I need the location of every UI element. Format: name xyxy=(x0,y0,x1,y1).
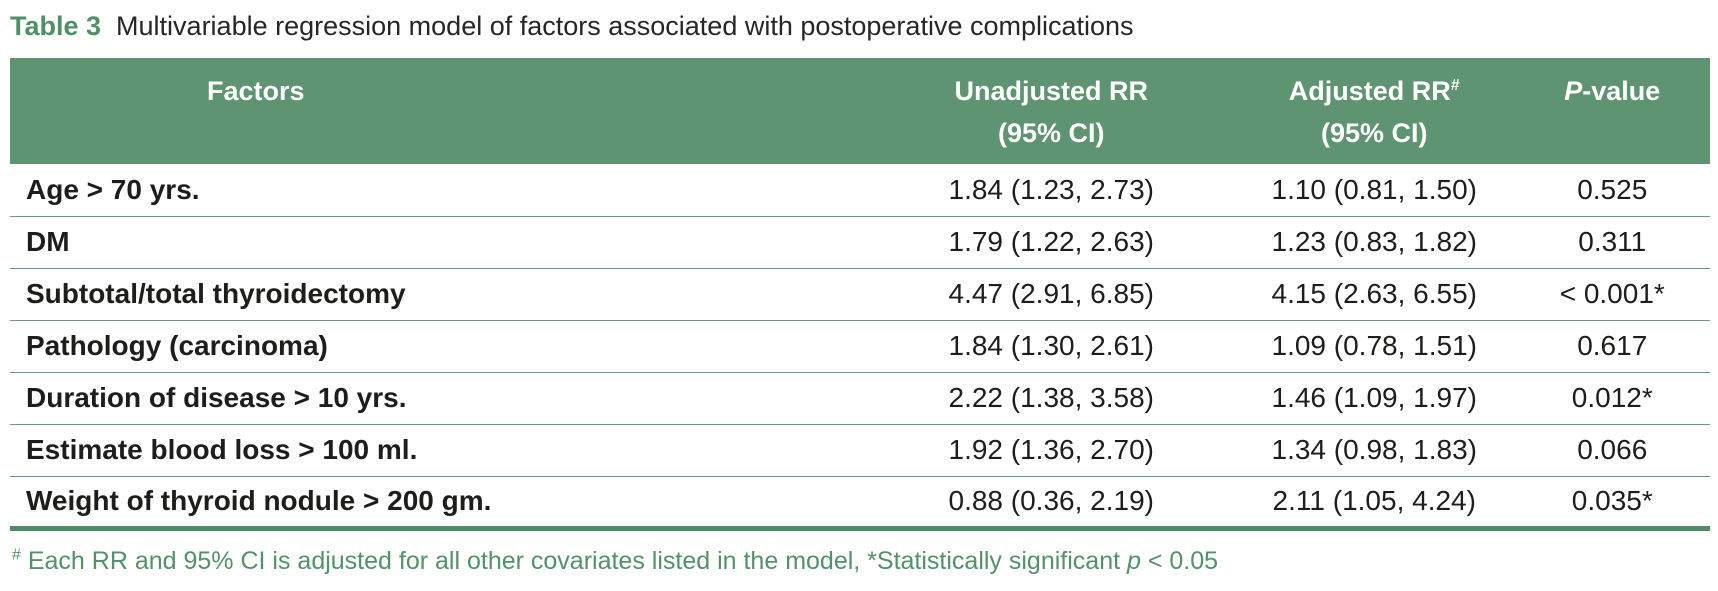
table-footnote: # Each RR and 95% CI is adjusted for all… xyxy=(12,546,1718,576)
unadjusted-rr-cell: 1.84 (1.23, 2.73) xyxy=(948,173,1154,205)
table-row: Duration of disease > 10 yrs. 2.22 (1.38… xyxy=(10,371,1710,424)
column-header-p-value: P-value xyxy=(1514,58,1711,164)
table-row: Pathology (carcinoma) 1.84 (1.30, 2.61) … xyxy=(10,319,1710,372)
adjusted-rr-cell: 1.34 (0.98, 1.83) xyxy=(1234,423,1515,476)
column-header-factors-label: Factors xyxy=(207,76,305,106)
table-row: Subtotal/total thyroidectomy 4.47 (2.91,… xyxy=(10,267,1710,320)
adjusted-rr-cell: 1.10 (0.81, 1.50) xyxy=(1271,173,1477,205)
unadjusted-rr-cell: 1.84 (1.30, 2.61) xyxy=(868,319,1234,372)
footnote-text-suffix: < 0.05 xyxy=(1140,546,1219,575)
footnote-italic-p: p xyxy=(1127,546,1141,575)
unadjusted-rr-cell: 1.79 (1.22, 2.63) xyxy=(868,215,1234,268)
table-caption-text: Multivariable regression model of factor… xyxy=(116,11,1134,41)
footnote-marker: # xyxy=(12,546,21,564)
column-header-factors: Factors xyxy=(10,58,869,164)
p-value-cell: 0.035* xyxy=(1514,475,1710,531)
factor-cell: DM xyxy=(10,215,869,268)
table-number: Table 3 xyxy=(10,11,102,41)
p-value-cell: 0.012* xyxy=(1514,371,1710,424)
column-header-adjusted-line2: (95% CI) xyxy=(1320,118,1428,148)
column-header-unadjusted-line2: (95% CI) xyxy=(997,118,1105,148)
column-header-unadjusted-line1: Unadjusted RR xyxy=(954,76,1148,106)
column-header-adjusted-rr: Adjusted RR# (95% CI) xyxy=(1234,58,1515,164)
table-figure: Table 3 Multivariable regression model of… xyxy=(0,10,1718,591)
table-row: DM 1.79 (1.22, 2.63) 1.23 (0.83, 1.82) 0… xyxy=(10,215,1710,268)
header-row: Factors Unadjusted RR (95% CI) Adjusted … xyxy=(10,58,1710,164)
p-value-cell: 0.066 xyxy=(1514,423,1710,476)
p-value-suffix: -value xyxy=(1582,76,1661,106)
p-value-cell: < 0.001* xyxy=(1514,267,1710,320)
adjusted-rr-cell: 1.46 (1.09, 1.97) xyxy=(1234,371,1515,424)
factor-cell: Age > 70 yrs. xyxy=(26,173,200,205)
column-header-unadjusted-rr: Unadjusted RR (95% CI) xyxy=(868,58,1234,164)
column-header-p-value-label: P-value xyxy=(1515,70,1711,112)
column-header-adjusted-text: Adjusted RR xyxy=(1288,76,1451,106)
p-value-cell: 0.525 xyxy=(1577,173,1648,205)
adjusted-rr-footnote-marker: # xyxy=(1450,77,1460,94)
regression-table: Factors Unadjusted RR (95% CI) Adjusted … xyxy=(10,58,1710,531)
p-value-cell: 0.311 xyxy=(1514,215,1710,268)
unadjusted-rr-cell: 2.22 (1.38, 3.58) xyxy=(868,371,1234,424)
unadjusted-rr-cell: 0.88 (0.36, 2.19) xyxy=(868,475,1234,531)
factor-cell: Subtotal/total thyroidectomy xyxy=(10,267,869,320)
p-value-italic-p: P xyxy=(1564,76,1583,106)
table-caption: Table 3 Multivariable regression model of… xyxy=(10,10,1718,42)
table-row: Estimate blood loss > 100 ml. 1.92 (1.36… xyxy=(10,423,1710,476)
footnote-text: Each RR and 95% CI is adjusted for all o… xyxy=(20,546,1127,575)
factor-cell: Pathology (carcinoma) xyxy=(10,319,869,372)
unadjusted-rr-cell: 1.92 (1.36, 2.70) xyxy=(868,423,1234,476)
factor-cell: Estimate blood loss > 100 ml. xyxy=(10,423,869,476)
unadjusted-rr-cell: 4.47 (2.91, 6.85) xyxy=(868,267,1234,320)
table-row: Weight of thyroid nodule > 200 gm. 0.88 … xyxy=(10,475,1710,531)
column-header-adjusted-line1: Adjusted RR# xyxy=(1234,70,1515,112)
factor-cell: Duration of disease > 10 yrs. xyxy=(10,371,869,424)
adjusted-rr-cell: 1.09 (0.78, 1.51) xyxy=(1234,319,1515,372)
factor-cell: Weight of thyroid nodule > 200 gm. xyxy=(10,475,869,531)
table-row: Age > 70 yrs. 1.84 (1.23, 2.73) 1.10 (0.… xyxy=(10,164,1710,216)
adjusted-rr-cell: 4.15 (2.63, 6.55) xyxy=(1234,267,1515,320)
p-value-cell: 0.617 xyxy=(1514,319,1710,372)
adjusted-rr-cell: 2.11 (1.05, 4.24) xyxy=(1234,475,1515,531)
adjusted-rr-cell: 1.23 (0.83, 1.82) xyxy=(1234,215,1515,268)
